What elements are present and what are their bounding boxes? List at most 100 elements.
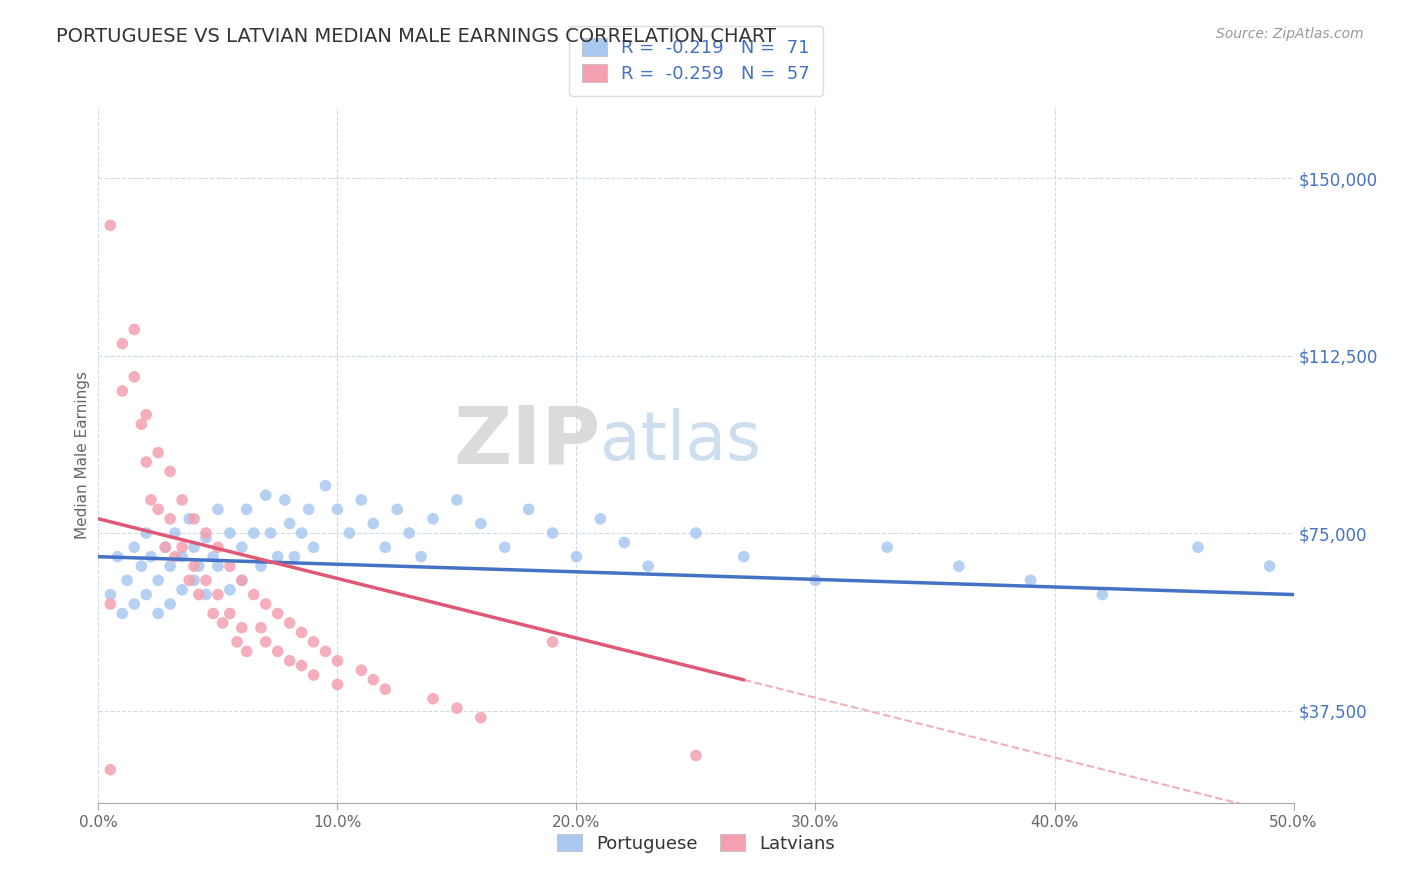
Point bbox=[363, 516, 385, 531]
Point bbox=[274, 492, 297, 507]
Point bbox=[637, 559, 659, 574]
Point bbox=[231, 574, 253, 588]
Point bbox=[374, 682, 396, 697]
Point bbox=[254, 488, 277, 502]
Point bbox=[374, 540, 396, 554]
Point bbox=[163, 526, 186, 541]
Point bbox=[446, 701, 468, 715]
Point bbox=[267, 644, 290, 658]
Point bbox=[183, 512, 205, 526]
Point bbox=[207, 559, 229, 574]
Text: ZIP: ZIP bbox=[453, 402, 600, 480]
Point bbox=[219, 559, 242, 574]
Point bbox=[139, 492, 162, 507]
Point bbox=[470, 516, 492, 531]
Point bbox=[470, 710, 492, 724]
Point bbox=[326, 502, 349, 516]
Point bbox=[226, 635, 249, 649]
Point bbox=[565, 549, 588, 564]
Point bbox=[202, 607, 225, 621]
Point bbox=[207, 588, 229, 602]
Point bbox=[135, 455, 157, 469]
Point bbox=[172, 549, 194, 564]
Point bbox=[163, 549, 186, 564]
Point bbox=[98, 763, 122, 777]
Point bbox=[1258, 559, 1281, 574]
Point bbox=[148, 445, 170, 459]
Point bbox=[339, 526, 361, 541]
Text: PORTUGUESE VS LATVIAN MEDIAN MALE EARNINGS CORRELATION CHART: PORTUGUESE VS LATVIAN MEDIAN MALE EARNIN… bbox=[56, 27, 776, 45]
Point bbox=[202, 549, 225, 564]
Point bbox=[254, 597, 277, 611]
Point bbox=[231, 574, 253, 588]
Point bbox=[235, 502, 257, 516]
Point bbox=[254, 635, 277, 649]
Point bbox=[187, 559, 209, 574]
Point bbox=[385, 502, 409, 516]
Point bbox=[124, 322, 146, 336]
Point bbox=[315, 478, 337, 492]
Point bbox=[302, 540, 325, 554]
Point bbox=[207, 540, 229, 554]
Point bbox=[291, 658, 314, 673]
Point bbox=[183, 540, 205, 554]
Point bbox=[172, 540, 194, 554]
Point bbox=[135, 408, 157, 422]
Point bbox=[111, 336, 134, 351]
Point bbox=[685, 526, 707, 541]
Legend: Portuguese, Latvians: Portuguese, Latvians bbox=[546, 823, 846, 863]
Point bbox=[131, 559, 153, 574]
Point bbox=[494, 540, 516, 554]
Point bbox=[876, 540, 898, 554]
Point bbox=[733, 549, 755, 564]
Point bbox=[195, 526, 218, 541]
Point bbox=[98, 219, 122, 233]
Point bbox=[1019, 574, 1042, 588]
Point bbox=[159, 512, 181, 526]
Point bbox=[195, 588, 218, 602]
Point bbox=[291, 625, 314, 640]
Y-axis label: Median Male Earnings: Median Male Earnings bbox=[75, 371, 90, 539]
Point bbox=[235, 644, 257, 658]
Point bbox=[350, 663, 373, 677]
Point bbox=[326, 677, 349, 691]
Point bbox=[398, 526, 420, 541]
Point bbox=[207, 502, 229, 516]
Point bbox=[111, 607, 134, 621]
Point bbox=[124, 597, 146, 611]
Point bbox=[148, 607, 170, 621]
Point bbox=[446, 492, 468, 507]
Point bbox=[219, 607, 242, 621]
Point bbox=[159, 559, 181, 574]
Point bbox=[195, 531, 218, 545]
Point bbox=[135, 588, 157, 602]
Point bbox=[278, 615, 301, 630]
Point bbox=[422, 691, 444, 706]
Point bbox=[148, 574, 170, 588]
Point bbox=[250, 621, 273, 635]
Point bbox=[107, 549, 129, 564]
Point bbox=[267, 549, 290, 564]
Point bbox=[172, 492, 194, 507]
Point bbox=[98, 597, 122, 611]
Point bbox=[685, 748, 707, 763]
Point bbox=[589, 512, 612, 526]
Point bbox=[1187, 540, 1209, 554]
Point bbox=[124, 540, 146, 554]
Text: atlas: atlas bbox=[600, 408, 761, 474]
Point bbox=[219, 526, 242, 541]
Point bbox=[98, 588, 122, 602]
Point bbox=[183, 559, 205, 574]
Point bbox=[250, 559, 273, 574]
Point bbox=[231, 540, 253, 554]
Point bbox=[613, 535, 636, 549]
Point bbox=[155, 540, 177, 554]
Point bbox=[298, 502, 321, 516]
Point bbox=[1091, 588, 1114, 602]
Point bbox=[187, 588, 209, 602]
Point bbox=[363, 673, 385, 687]
Point bbox=[422, 512, 444, 526]
Point bbox=[139, 549, 162, 564]
Point bbox=[278, 516, 301, 531]
Point bbox=[179, 574, 201, 588]
